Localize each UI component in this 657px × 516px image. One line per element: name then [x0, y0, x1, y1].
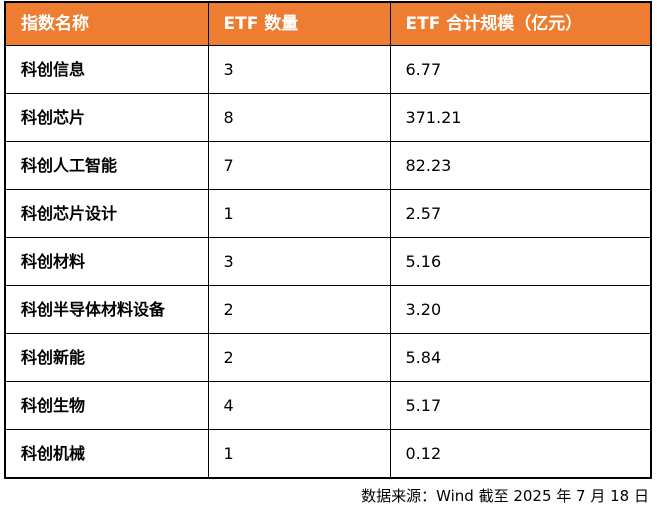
col-header-etf-scale: ETF 合计规模（亿元）	[389, 1, 652, 46]
etf-scale-cell: 2.57	[389, 189, 652, 238]
table-row: 科创芯片 8 371.21	[4, 93, 652, 142]
etf-scale-cell: 6.77	[389, 45, 652, 94]
index-name-cell: 科创信息	[4, 45, 209, 94]
etf-count-cell: 2	[207, 285, 391, 334]
index-name-cell: 科创芯片	[4, 93, 209, 142]
table-row: 科创材料 3 5.16	[4, 237, 652, 286]
table-row: 科创生物 4 5.17	[4, 381, 652, 430]
index-name-cell: 科创材料	[4, 237, 209, 286]
col-header-etf-count: ETF 数量	[207, 1, 391, 46]
etf-count-cell: 1	[207, 429, 391, 479]
etf-count-cell: 1	[207, 189, 391, 238]
etf-count-cell: 2	[207, 333, 391, 382]
table-header-row: 指数名称 ETF 数量 ETF 合计规模（亿元）	[4, 1, 652, 46]
etf-index-table: 指数名称 ETF 数量 ETF 合计规模（亿元） 科创信息 3 6.77 科创芯…	[4, 1, 652, 479]
index-name-cell: 科创生物	[4, 381, 209, 430]
etf-scale-cell: 3.20	[389, 285, 652, 334]
table-row: 科创机械 1 0.12	[4, 429, 652, 479]
table-row: 科创半导体材料设备 2 3.20	[4, 285, 652, 334]
etf-count-cell: 8	[207, 93, 391, 142]
table-row: 科创新能 2 5.84	[4, 333, 652, 382]
data-source-note: 数据来源：Wind 截至 2025 年 7 月 18 日	[361, 487, 649, 505]
table-row: 科创信息 3 6.77	[4, 45, 652, 94]
etf-scale-cell: 371.21	[389, 93, 652, 142]
index-name-cell: 科创芯片设计	[4, 189, 209, 238]
table-row: 科创人工智能 7 82.23	[4, 141, 652, 190]
index-name-cell: 科创新能	[4, 333, 209, 382]
etf-count-cell: 3	[207, 45, 391, 94]
index-name-cell: 科创人工智能	[4, 141, 209, 190]
index-name-cell: 科创机械	[4, 429, 209, 479]
etf-scale-cell: 82.23	[389, 141, 652, 190]
index-name-cell: 科创半导体材料设备	[4, 285, 209, 334]
etf-scale-cell: 5.16	[389, 237, 652, 286]
etf-scale-cell: 5.17	[389, 381, 652, 430]
etf-scale-cell: 5.84	[389, 333, 652, 382]
etf-scale-cell: 0.12	[389, 429, 652, 479]
etf-count-cell: 3	[207, 237, 391, 286]
table-row: 科创芯片设计 1 2.57	[4, 189, 652, 238]
etf-count-cell: 7	[207, 141, 391, 190]
etf-count-cell: 4	[207, 381, 391, 430]
col-header-index-name: 指数名称	[4, 1, 209, 46]
